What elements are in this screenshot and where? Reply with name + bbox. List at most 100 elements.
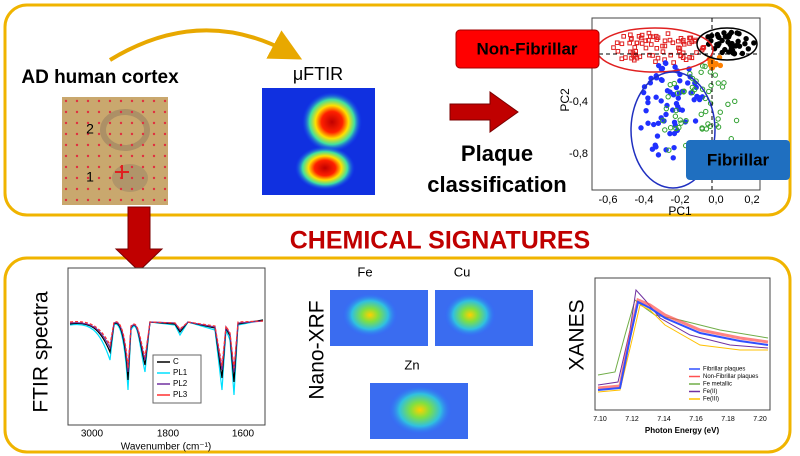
grid-dot [141,198,145,202]
point [654,45,660,51]
point [639,41,645,46]
point [707,69,714,75]
legend-label: Fe(II) [703,389,717,395]
point [689,55,695,61]
section-title: CHEMICAL SIGNATURES [290,227,590,255]
point [659,77,665,84]
grid-dot [130,99,134,103]
legend-label: Fe(III) [703,397,719,403]
curved-arrow [108,28,303,62]
grid-dot [86,143,90,147]
point [715,80,721,86]
point [667,37,673,43]
axis-label: Photon Energy (eV) [645,426,720,435]
grid-dot [86,154,90,158]
xanes-curve [597,288,769,386]
class-label: Non-Fibrillar [476,39,577,58]
x-tick-label: 7.10 [593,416,607,423]
point [691,96,697,103]
legend-label: PL3 [173,390,188,399]
grid-dot [64,176,68,180]
point [639,32,645,38]
grid-dot [86,176,90,180]
grid-dot [141,154,145,158]
grid-dot [152,176,156,180]
grid-dot [119,198,123,202]
point [645,99,651,106]
grid-dot [97,121,101,125]
point [632,45,638,50]
grid-dot [163,143,167,147]
point [670,155,676,161]
point [717,109,723,115]
grid-dot [163,187,167,191]
point [699,63,706,69]
grid-dot [152,132,156,136]
grid-dot [152,110,156,114]
grid-dot [163,110,167,114]
class-box [686,140,790,180]
grid-dot [86,187,90,191]
point [751,40,757,46]
point [671,60,676,65]
x-tick-label: 7.12 [625,416,639,423]
method-label: μFTIR [293,64,343,84]
grid-dot [130,154,134,158]
point [655,120,662,126]
point [671,80,677,87]
point [680,50,686,56]
point [689,75,696,82]
point [691,86,698,93]
step-label: Plaque [461,141,533,166]
sample-label: 1 [86,169,94,185]
grid-dots [64,99,167,202]
grid-dot [97,165,101,169]
grid-dot [130,132,134,136]
panel-title: Nano-XRF [306,300,329,399]
point [646,30,652,36]
point [701,44,707,50]
grid-dot [86,198,90,202]
point [674,90,681,96]
axis-label: PC1 [668,204,692,218]
grid-dot [130,110,134,114]
point [719,37,725,44]
point [683,117,689,124]
step-label: classification [427,172,566,197]
point [685,80,691,86]
point [621,34,626,39]
panel-title: FTIR spectra [30,291,53,413]
point [655,55,661,61]
grid-dot [75,165,79,169]
grid-dot [86,165,90,169]
point [668,52,673,58]
legend: C PL1 PL2 PL3 [152,354,202,404]
hotspot [388,385,452,435]
map-label: Cu [454,264,471,279]
y-tick-label: -0,8 [569,148,588,160]
point [628,32,633,38]
grid-dot [64,165,68,169]
point [670,40,676,46]
point [671,144,677,151]
point [694,93,700,100]
point [637,54,643,60]
grid-dot [141,132,145,136]
point [645,95,651,101]
grid-dot [163,121,167,125]
grid-dot [163,176,167,180]
grid-dot [152,99,156,103]
point [638,125,644,131]
point [658,98,664,104]
grid-dot [97,99,101,103]
point [673,125,679,132]
axis-label: PC2 [558,88,572,112]
grid-dot [97,132,101,136]
point [721,30,727,36]
point [673,107,679,114]
grid-dot [119,99,123,103]
point [699,86,706,92]
point [667,130,673,137]
hotspot [342,293,398,337]
